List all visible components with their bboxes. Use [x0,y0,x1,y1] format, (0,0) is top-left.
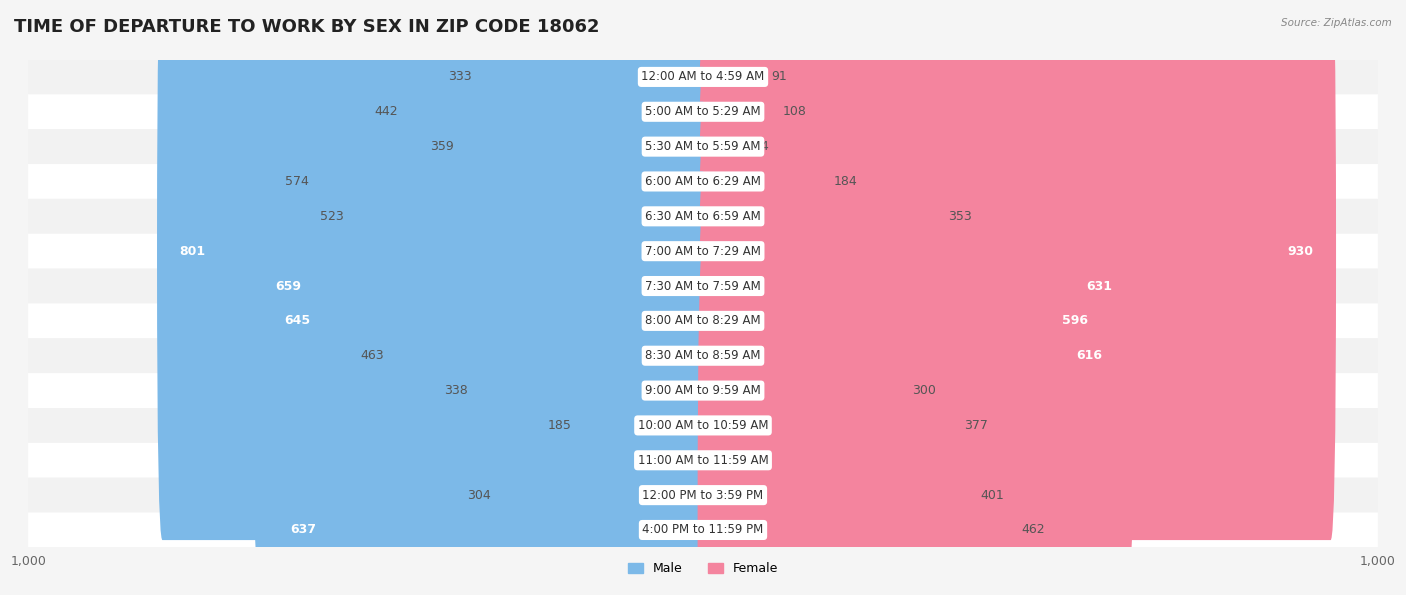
Text: 930: 930 [1288,245,1313,258]
Text: 35: 35 [734,454,749,466]
FancyBboxPatch shape [253,0,709,575]
Text: 596: 596 [1063,314,1088,327]
FancyBboxPatch shape [267,241,709,595]
FancyBboxPatch shape [399,0,709,400]
Text: 300: 300 [912,384,936,397]
FancyBboxPatch shape [697,0,1135,575]
FancyBboxPatch shape [157,0,709,540]
FancyBboxPatch shape [28,234,1378,268]
FancyBboxPatch shape [28,95,1378,129]
FancyBboxPatch shape [28,478,1378,512]
FancyBboxPatch shape [697,102,911,595]
Text: 523: 523 [319,210,343,223]
Text: 9:00 AM to 9:59 AM: 9:00 AM to 9:59 AM [645,384,761,397]
Text: Source: ZipAtlas.com: Source: ZipAtlas.com [1281,18,1392,28]
Text: 108: 108 [783,105,807,118]
Text: 659: 659 [276,280,301,293]
FancyBboxPatch shape [263,32,709,595]
Text: TIME OF DEPARTURE TO WORK BY SEX IN ZIP CODE 18062: TIME OF DEPARTURE TO WORK BY SEX IN ZIP … [14,18,599,36]
Text: 338: 338 [444,384,468,397]
Text: 12:00 AM to 4:59 AM: 12:00 AM to 4:59 AM [641,70,765,83]
FancyBboxPatch shape [472,0,709,366]
Text: 359: 359 [430,140,454,153]
Text: 11:00 AM to 11:59 AM: 11:00 AM to 11:59 AM [638,454,768,466]
FancyBboxPatch shape [697,0,832,471]
FancyBboxPatch shape [28,268,1378,303]
Text: 7:30 AM to 7:59 AM: 7:30 AM to 7:59 AM [645,280,761,293]
Text: 401: 401 [980,488,1004,502]
Text: 574: 574 [285,175,309,188]
Text: 91: 91 [770,70,787,83]
FancyBboxPatch shape [28,373,1378,408]
FancyBboxPatch shape [385,67,709,595]
FancyBboxPatch shape [697,0,752,436]
Text: 801: 801 [180,245,205,258]
Text: 10:00 AM to 10:59 AM: 10:00 AM to 10:59 AM [638,419,768,432]
Text: 184: 184 [834,175,858,188]
Text: 353: 353 [948,210,972,223]
Text: 5:00 AM to 5:29 AM: 5:00 AM to 5:29 AM [645,105,761,118]
FancyBboxPatch shape [28,512,1378,547]
FancyBboxPatch shape [679,171,709,595]
FancyBboxPatch shape [344,0,709,505]
Text: 637: 637 [290,524,316,537]
FancyBboxPatch shape [28,443,1378,478]
FancyBboxPatch shape [28,408,1378,443]
Text: 4:00 PM to 11:59 PM: 4:00 PM to 11:59 PM [643,524,763,537]
FancyBboxPatch shape [697,0,782,400]
FancyBboxPatch shape [456,0,709,436]
FancyBboxPatch shape [28,129,1378,164]
FancyBboxPatch shape [28,303,1378,339]
Text: 645: 645 [284,314,311,327]
Text: 12:00 PM to 3:59 PM: 12:00 PM to 3:59 PM [643,488,763,502]
Text: 304: 304 [467,488,491,502]
Text: 8:00 AM to 8:29 AM: 8:00 AM to 8:29 AM [645,314,761,327]
Text: 6:00 AM to 6:29 AM: 6:00 AM to 6:29 AM [645,175,761,188]
FancyBboxPatch shape [697,0,946,505]
FancyBboxPatch shape [492,206,709,595]
Text: 463: 463 [360,349,384,362]
Text: 8:30 AM to 8:59 AM: 8:30 AM to 8:59 AM [645,349,761,362]
FancyBboxPatch shape [697,206,979,595]
FancyBboxPatch shape [28,339,1378,373]
Text: 462: 462 [1022,524,1045,537]
FancyBboxPatch shape [697,0,1336,540]
Text: 64: 64 [754,140,769,153]
Text: 442: 442 [374,105,398,118]
FancyBboxPatch shape [697,0,770,366]
Text: 631: 631 [1085,280,1112,293]
FancyBboxPatch shape [28,199,1378,234]
Text: 333: 333 [449,70,471,83]
FancyBboxPatch shape [311,0,709,471]
FancyBboxPatch shape [28,60,1378,95]
FancyBboxPatch shape [28,164,1378,199]
FancyBboxPatch shape [697,32,1111,595]
Text: 28: 28 [661,454,678,466]
Legend: Male, Female: Male, Female [623,557,783,580]
Text: 377: 377 [965,419,988,432]
Text: 7:00 AM to 7:29 AM: 7:00 AM to 7:29 AM [645,245,761,258]
FancyBboxPatch shape [697,67,1125,595]
Text: 5:30 AM to 5:59 AM: 5:30 AM to 5:59 AM [645,140,761,153]
FancyBboxPatch shape [470,102,709,595]
FancyBboxPatch shape [697,171,733,595]
FancyBboxPatch shape [572,136,709,595]
FancyBboxPatch shape [697,136,963,595]
Text: 185: 185 [547,419,571,432]
Text: 6:30 AM to 6:59 AM: 6:30 AM to 6:59 AM [645,210,761,223]
FancyBboxPatch shape [697,241,1021,595]
Text: 616: 616 [1076,349,1102,362]
